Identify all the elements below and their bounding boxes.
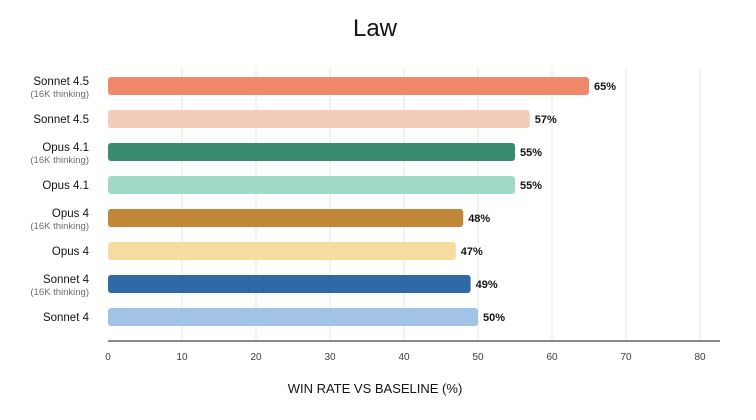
- bar: [108, 77, 589, 95]
- category-sublabel: (16K thinking): [30, 221, 89, 232]
- x-tick-label: 10: [176, 352, 188, 363]
- x-axis-label: WIN RATE VS BASELINE (%): [288, 381, 463, 396]
- category-label: Sonnet 4: [43, 312, 90, 324]
- x-tick-label: 0: [105, 352, 111, 363]
- value-label: 55%: [520, 147, 542, 159]
- x-tick-label: 60: [546, 352, 558, 363]
- grid-lines: [181, 68, 701, 341]
- bars-group: [108, 77, 589, 326]
- bar: [108, 209, 464, 227]
- category-sublabel: (16K thinking): [30, 155, 89, 166]
- value-label: 65%: [594, 81, 616, 93]
- category-label: Opus 4: [52, 246, 90, 258]
- category-label: Sonnet 4.5: [33, 114, 89, 126]
- bar: [108, 308, 478, 326]
- value-label: 47%: [461, 246, 483, 258]
- category-label: Opus 4.1: [42, 142, 89, 154]
- bar: [108, 242, 456, 260]
- x-axis-ticks: 0 10 20 30 40 50 60 70 80: [105, 352, 706, 363]
- category-sublabel: (16K thinking): [30, 89, 89, 100]
- category-sublabel: (16K thinking): [30, 287, 89, 298]
- x-tick-label: 40: [398, 352, 410, 363]
- bar: [108, 110, 530, 128]
- bar: [108, 176, 515, 194]
- category-label: Opus 4: [52, 208, 90, 220]
- value-label: 48%: [468, 213, 490, 225]
- bar: [108, 275, 471, 293]
- category-label: Sonnet 4.5: [33, 76, 89, 88]
- bar: [108, 143, 515, 161]
- value-label: 49%: [476, 279, 498, 291]
- value-label: 57%: [535, 114, 557, 126]
- value-label: 55%: [520, 180, 542, 192]
- value-label: 50%: [483, 312, 505, 324]
- x-tick-label: 80: [694, 352, 706, 363]
- x-tick-label: 50: [472, 352, 484, 363]
- x-tick-label: 30: [324, 352, 336, 363]
- chart-title: Law: [353, 15, 398, 42]
- category-label: Opus 4.1: [42, 180, 89, 192]
- x-tick-label: 20: [250, 352, 262, 363]
- category-label: Sonnet 4: [43, 274, 90, 286]
- value-labels: 65% 57% 55% 55% 48% 47% 49% 50%: [461, 81, 616, 324]
- x-tick-label: 70: [620, 352, 632, 363]
